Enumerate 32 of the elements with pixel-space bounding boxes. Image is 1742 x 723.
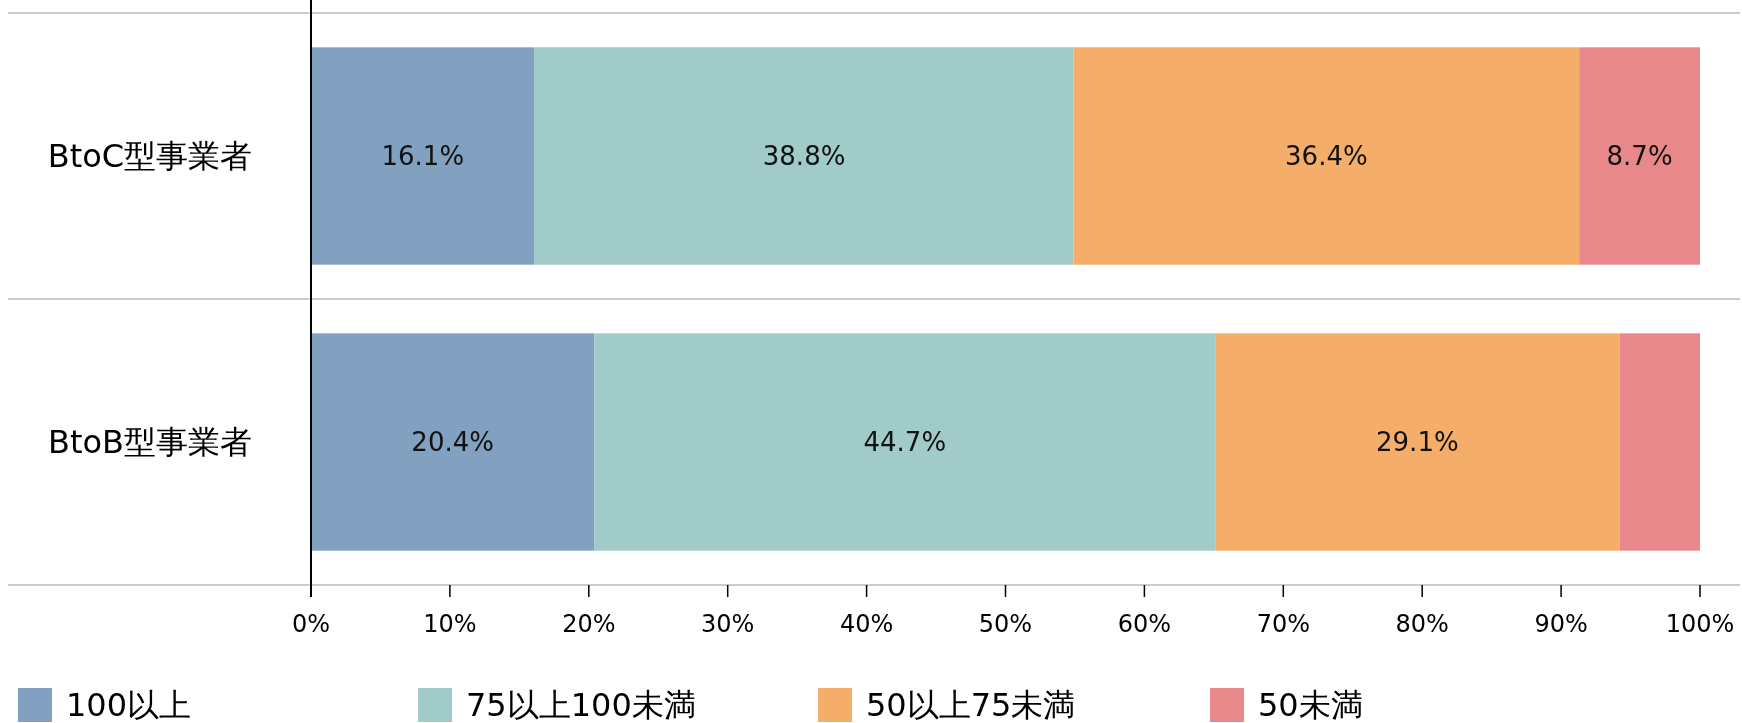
x-tick-label: 10% <box>423 610 477 638</box>
legend-label: 100以上 <box>66 686 192 723</box>
y-tick-label: BtoB型事業者 <box>47 423 253 461</box>
x-tick-label: 0% <box>291 610 331 638</box>
legend-label: 50以上75未満 <box>866 686 1076 723</box>
bar <box>534 47 1074 265</box>
data-label: 29.1% <box>1376 427 1459 457</box>
x-tick-label: 60% <box>1117 610 1172 638</box>
y-tick-label: BtoC型事業者 <box>47 137 253 175</box>
x-tick-label: 20% <box>562 610 616 638</box>
data-label: 36.4% <box>1285 141 1368 171</box>
x-tick-label: 100% <box>1665 610 1735 638</box>
x-tick-label: 50% <box>978 610 1033 638</box>
x-tick-label: 80% <box>1395 610 1449 638</box>
data-label: 38.8% <box>762 141 846 171</box>
bar <box>1215 333 1620 551</box>
x-tick-label: 30% <box>701 610 755 638</box>
x-tick-label: 90% <box>1534 610 1588 638</box>
x-tick-label: 40% <box>839 610 894 638</box>
bar <box>1619 333 1700 551</box>
data-label: 16.1% <box>381 141 465 171</box>
legend-label: 75以上100未満 <box>466 686 696 723</box>
data-label: 8.7% <box>1606 141 1673 171</box>
data-label: 44.7% <box>863 427 947 457</box>
data-label: 20.4% <box>411 427 494 457</box>
bar <box>594 333 1216 551</box>
x-tick-label: 70% <box>1256 610 1310 638</box>
bar <box>311 47 535 265</box>
bar <box>1579 47 1700 265</box>
bar <box>1073 47 1580 265</box>
legend-label: 50未満 <box>1258 686 1363 723</box>
bar <box>311 333 595 551</box>
